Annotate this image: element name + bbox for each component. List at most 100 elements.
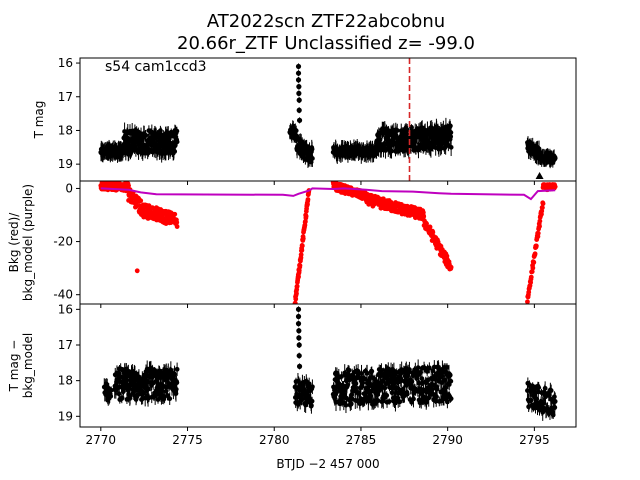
bottom-data-point [309,403,314,408]
bottom-data-point [448,378,454,384]
middle-data-point [540,201,546,207]
bottom-data-point [299,397,305,403]
bottom-data-point [397,399,403,405]
bottom-data-point [174,380,180,386]
bottom-data-point [444,364,450,370]
bottom-peak-point [296,328,302,334]
top-y-tick-label: 19 [58,157,73,171]
bottom-y-tick-label: 16 [58,302,73,316]
bottom-data-point [119,395,125,401]
bottom-data-point [345,383,350,388]
top-data-point [293,128,299,134]
bottom-data-point [124,377,130,383]
top-data-point [448,130,454,135]
bottom-data-point [416,380,422,386]
bottom-data-point [447,372,453,378]
middle-data-point [294,283,300,289]
top-data-point [404,127,410,133]
top-data-point [174,128,180,134]
middle-data-point [126,183,131,189]
bottom-data-point [174,366,180,372]
bottom-peak-point [295,313,302,320]
top-data-point [448,144,454,150]
middle-data-point [138,198,144,204]
top-y-tick-label: 16 [58,56,73,70]
bottom-data-point [444,399,450,405]
top-data-point [143,132,149,138]
top-data-point [309,156,315,161]
bottom-data-point [552,399,558,404]
middle-data-point [292,300,298,304]
middle-data-point [172,211,178,217]
middle-data-point [305,197,311,202]
x-tick-label: 2780 [259,433,290,447]
bottom-data-point [426,365,432,371]
middle-data-point [427,224,433,230]
x-axis-label: BTJD −2 457 000 [276,457,379,471]
middle-data-point [430,229,436,235]
bottom-peak-point [295,321,302,327]
middle-data-point [174,224,180,229]
bkg-model-line [100,187,556,201]
bottom-data-point [411,396,416,402]
middle-data-point [525,299,530,304]
bottom-data-point [173,386,179,392]
middle-data-point [552,184,558,190]
middle-data-point [298,252,304,258]
bottom-data-point [369,368,375,374]
bottom-y-tick-label: 18 [58,374,73,388]
bottom-data-point [360,381,365,386]
bottom-peak-point [296,342,302,348]
x-tick-label: 2775 [172,433,203,447]
bottom-data-point [419,376,425,382]
top-peak-point [296,97,302,103]
bottom-panel-tmag-minus-bkg: 16 17 18 19 T mag −bkg_model [7,302,577,431]
middle-panel-background: 0 -20 -40 Bkg (red)/bkg_model (purple) [7,180,577,308]
bottom-data-point [367,380,373,386]
top-peak-point [295,63,302,70]
bottom-data-point [536,385,542,391]
bottom-data-point [127,393,133,399]
bottom-data-point [144,378,150,384]
bottom-data-point [342,392,347,397]
bottom-data-point [551,394,557,400]
bottom-data-point [309,384,315,390]
top-peak-point [296,90,302,96]
middle-data-point [533,243,539,249]
top-y-tick-label: 18 [58,123,73,137]
middle-data-point [537,218,543,224]
middle-y-tick-label: -40 [53,288,73,302]
middle-data-point [299,243,305,249]
middle-data-point [530,265,536,271]
bottom-data-point [542,385,548,391]
bottom-data-point [434,394,439,400]
x-tick-label: 2795 [519,433,550,447]
top-peak-point [295,77,302,83]
top-data-point [552,155,558,161]
bottom-y-tick-label: 17 [58,338,73,352]
top-plot-area [98,58,558,181]
top-peak-point [296,117,303,123]
middle-y-axis-label: Bkg (red)/bkg_model (purple) [7,184,35,301]
bottom-data-point [374,379,379,385]
middle-data-point [294,291,299,296]
top-peak-point [296,84,302,90]
bottom-data-point [157,368,163,374]
bottom-data-point [386,399,392,404]
middle-data-point [421,214,427,219]
top-data-point [394,128,400,133]
middle-data-point [297,263,303,268]
bottom-data-point [438,398,444,404]
middle-data-point [300,236,306,242]
middle-data-point [540,205,545,211]
bottom-data-point [541,400,546,406]
bottom-peak-point [295,306,302,312]
top-data-point [174,139,180,145]
middle-data-point [299,247,305,253]
middle-data-point [528,274,534,280]
middle-plot-area [98,181,558,304]
middle-data-point [531,259,537,265]
bottom-data-point [145,386,151,392]
ccd-annotation: s54 cam1ccd3 [105,59,207,75]
